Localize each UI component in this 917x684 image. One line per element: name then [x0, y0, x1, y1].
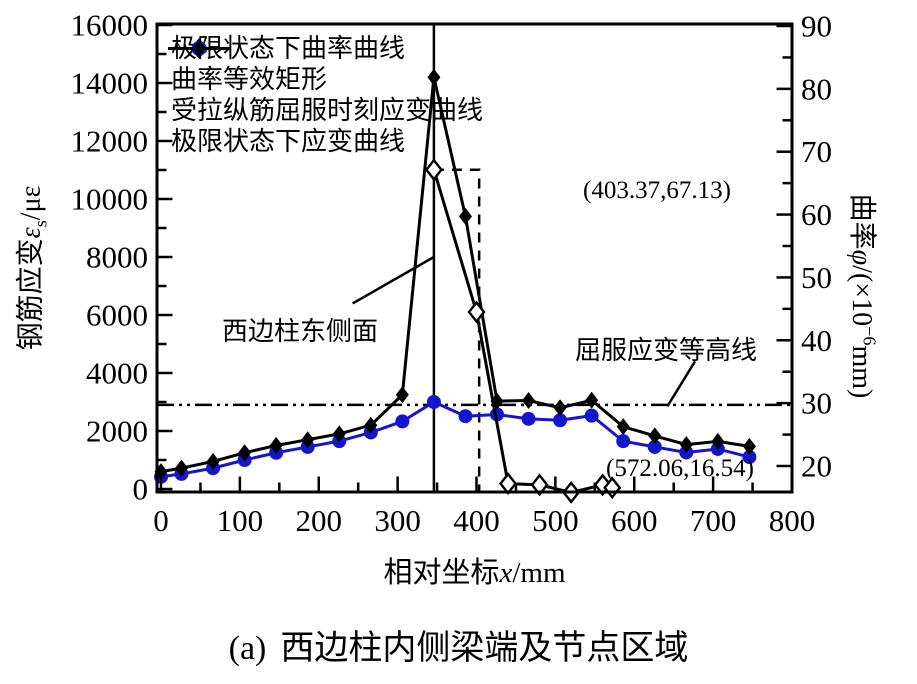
marker-diamond [616, 418, 630, 436]
marker-circle [458, 409, 473, 424]
x-tick-label: 600 [611, 503, 658, 538]
marker-open-diamond [467, 300, 486, 324]
plot-frame [155, 22, 794, 494]
marker-circle [521, 411, 536, 426]
y-right-tick-label: 80 [801, 71, 832, 106]
marker-diamond [206, 452, 220, 470]
marker-diamond [522, 392, 536, 410]
y-right-tick-label: 30 [801, 386, 832, 421]
marker-diamond [395, 386, 409, 404]
legend-item-ultimate-strain: 极限状态下应变曲线 [166, 40, 483, 157]
legend-item-equivalent-rect: 曲率等效矩形 [166, 47, 483, 95]
y-left-tick-label: 2000 [86, 414, 148, 449]
marker-circle [553, 413, 568, 428]
marker-diamond [332, 425, 346, 443]
marker-diamond [175, 459, 189, 477]
x-tick-label: 100 [217, 503, 264, 538]
marker-diamond [742, 437, 756, 455]
x-tick-label: 200 [296, 503, 343, 538]
marker-diamond [679, 436, 693, 454]
marker-diamond [301, 431, 315, 449]
marker-circle [616, 434, 631, 449]
legend-item-yield-strain: 受拉纵筋屈服时刻应变曲线 [166, 41, 484, 126]
marker-diamond [427, 68, 441, 86]
marker-diamond [458, 207, 472, 225]
marker-open-diamond [424, 158, 443, 182]
x-tick-label: 0 [153, 503, 169, 538]
marker-open-diamond [530, 473, 549, 497]
annotation-end-point: (572.06,16.54) [606, 455, 754, 482]
y-right-tick-label: 40 [801, 323, 832, 358]
marker-diamond [585, 391, 599, 409]
y-right-tick-label: 60 [801, 197, 832, 232]
diamond-line-icon [168, 40, 230, 57]
x-tick-label: 500 [532, 503, 579, 538]
legend-label: 曲率等效矩形 [171, 65, 328, 94]
legend-label: 受拉纵筋屈服时刻应变曲线 [171, 96, 484, 125]
right-axis-title: 曲率φ/(×10−6mm) [846, 193, 880, 399]
pointer-line-yield-contour [666, 360, 697, 408]
y-left-tick-label: 12000 [71, 124, 149, 159]
annotation-west-column-face: 西边柱东侧面 [222, 317, 379, 346]
equivalent-rectangle [433, 168, 481, 492]
y-left-tick-label: 0 [133, 472, 149, 507]
marker-diamond [364, 416, 378, 434]
marker-diamond [269, 437, 283, 454]
marker-circle [584, 408, 599, 423]
marker-circle [395, 414, 410, 429]
y-left-tick-label: 6000 [86, 298, 148, 333]
marker-circle [647, 439, 662, 454]
annotation-yield-contour: 屈服应变等高线 [575, 336, 758, 365]
x-tick-label: 800 [769, 503, 816, 538]
caption-text: 西边柱内侧梁端及节点区域 [280, 630, 689, 667]
y-left-tick-label: 16000 [71, 8, 149, 43]
y-left-tick-label: 4000 [86, 356, 148, 391]
y-right-tick-label: 20 [801, 449, 832, 484]
y-left-tick-label: 10000 [71, 182, 149, 217]
caption-index: (a) [228, 630, 267, 667]
y-left-tick-label: 8000 [86, 240, 148, 275]
left-axis-title: 钢筋应变εs/με [15, 185, 51, 351]
y-right-tick-label: 70 [801, 134, 832, 169]
x-tick-label: 400 [453, 503, 500, 538]
legend-label: 极限状态下应变曲线 [171, 127, 406, 156]
legend: 极限状态下曲率曲线 曲率等效矩形 受拉纵筋屈服时刻应变曲线 极限状态下应变曲线 [166, 33, 483, 157]
y-right-tick-label: 50 [801, 260, 832, 295]
marker-diamond [711, 432, 725, 450]
x-tick-label: 700 [690, 503, 737, 538]
y-right-tick-label: 90 [801, 9, 832, 44]
marker-diamond [238, 444, 252, 462]
marker-open-diamond [499, 472, 518, 496]
marker-diamond [553, 399, 567, 417]
annotation-rect-corner: (403.37,67.13) [583, 177, 731, 204]
marker-circle [742, 450, 757, 465]
pointer-line-column-face [352, 255, 435, 305]
marker-circle [426, 395, 441, 409]
x-axis-title: 相对坐标x/mm [383, 557, 566, 589]
y-left-tick-label: 14000 [71, 66, 149, 101]
figure-caption: (a) 西边柱内侧梁端及节点区域 [0, 620, 917, 669]
marker-diamond [648, 427, 662, 445]
x-tick-label: 300 [374, 503, 421, 538]
